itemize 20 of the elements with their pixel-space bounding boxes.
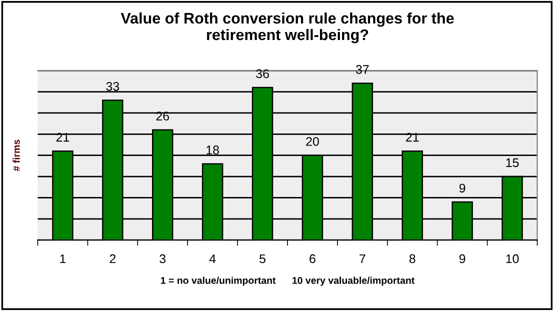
- data-label: 20: [306, 137, 319, 146]
- data-label: 9: [459, 184, 466, 193]
- x-tick-label: 4: [209, 254, 216, 264]
- x-tick-label: 6: [310, 254, 316, 264]
- x-tick-label: 9: [459, 254, 466, 264]
- data-label: 18: [206, 146, 219, 154]
- chart-title: Value of Roth conversion rule changes for the retirement well-being?: [120, 12, 454, 44]
- data-label: 36: [256, 69, 269, 78]
- x-tick-label: 5: [260, 254, 266, 264]
- x-tick-label: 2: [110, 254, 116, 264]
- data-label: 15: [506, 158, 519, 168]
- x-tick-label: 10: [506, 254, 519, 264]
- x-axis-title: 1 = no value/unimportant 10 very valuable/important: [161, 276, 414, 286]
- x-tick-label: 1: [60, 254, 66, 264]
- data-label: 33: [106, 82, 120, 91]
- x-tick-label: 8: [409, 254, 416, 264]
- x-tick-label: 3: [160, 254, 166, 264]
- y-axis-title: # firms: [12, 140, 20, 172]
- data-label: 37: [356, 65, 369, 74]
- x-tick-label: 7: [360, 254, 366, 264]
